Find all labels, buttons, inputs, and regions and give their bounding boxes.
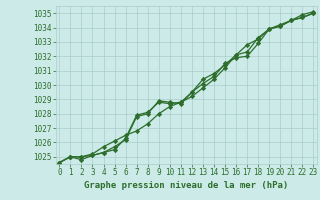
X-axis label: Graphe pression niveau de la mer (hPa): Graphe pression niveau de la mer (hPa) <box>84 181 289 190</box>
